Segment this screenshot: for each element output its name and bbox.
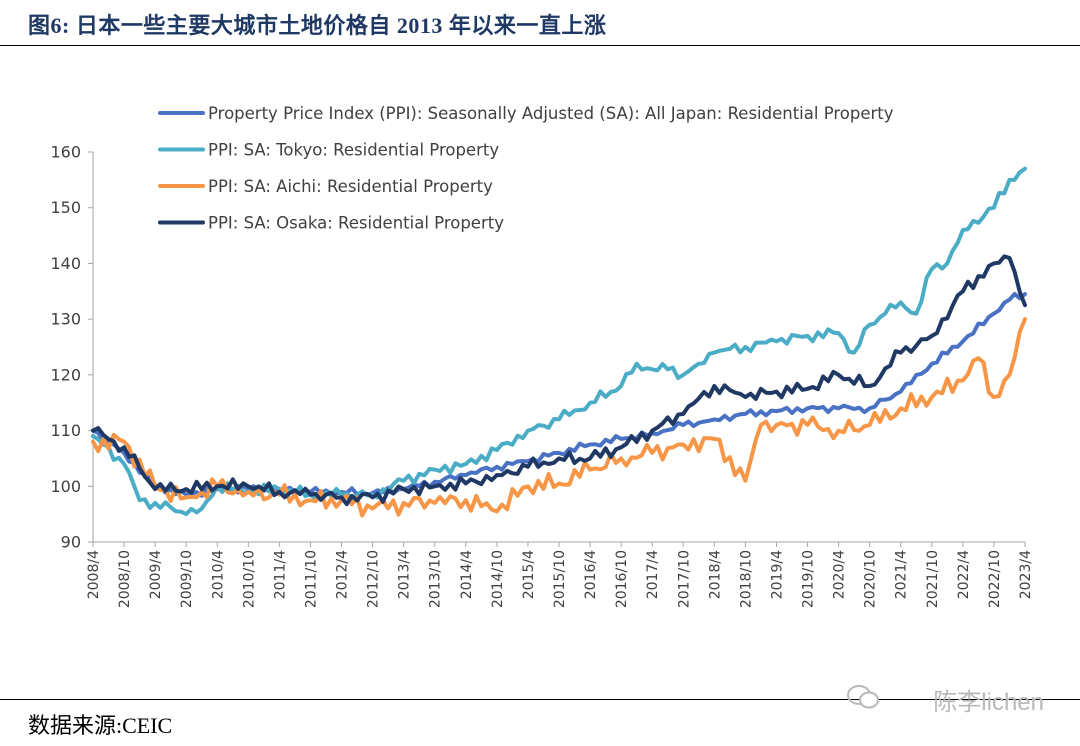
x-tick-label: 2014/10	[490, 550, 506, 608]
x-tick-label: 2017/10	[676, 550, 692, 608]
y-tick-label: 100	[50, 477, 81, 496]
y-tick-label: 90	[61, 533, 81, 552]
series-line-2	[91, 317, 1027, 518]
x-tick-label: 2016/10	[614, 550, 630, 608]
series-line-0	[91, 292, 1027, 498]
figure-title: 图6: 日本一些主要大城市土地价格自 2013 年以来一直上涨	[28, 13, 607, 38]
y-tick-label: 110	[50, 421, 81, 440]
bottom-rule	[0, 699, 1080, 700]
x-tick-label: 2019/4	[769, 550, 785, 599]
x-tick-label: 2018/10	[738, 550, 754, 608]
x-tick-label: 2020/4	[832, 550, 848, 599]
x-tick-label: 2018/4	[707, 550, 723, 599]
wechat-icon	[847, 685, 879, 709]
x-tick-label: 2023/4	[1018, 550, 1034, 599]
x-tick-label: 2016/4	[583, 550, 599, 599]
legend-label-3: PPI: SA: Osaka: Residential Property	[208, 214, 504, 233]
y-tick-label: 130	[50, 310, 81, 329]
x-tick-label: 2021/10	[925, 550, 941, 608]
x-tick-label: 2011/4	[272, 550, 288, 599]
x-tick-label: 2022/4	[956, 550, 972, 599]
x-tick-label: 2017/4	[645, 550, 661, 599]
legend-label-0: Property Price Index (PPI): Seasonally A…	[208, 104, 894, 123]
watermark: 陈李lichen	[933, 689, 1044, 716]
source-note: 数据来源:CEIC	[28, 713, 173, 738]
x-tick-label: 2022/10	[987, 550, 1003, 608]
legend-label-2: PPI: SA: Aichi: Residential Property	[208, 177, 493, 196]
x-tick-label: 2009/10	[179, 550, 195, 608]
x-tick-label: 2012/4	[335, 550, 351, 599]
x-tick-label: 2009/4	[148, 550, 164, 599]
x-tick-label: 2008/10	[117, 550, 133, 608]
x-tick-label: 2021/4	[894, 550, 910, 599]
line-chart: 90 100 110 120 130 140 150 160 2008/4 2008/10 2009…	[50, 104, 1034, 608]
x-tick-label: 2011/10	[303, 550, 319, 608]
x-tick-label: 2015/4	[521, 550, 537, 599]
x-tick-label: 2015/10	[552, 550, 568, 608]
x-tick-label: 2010/10	[241, 550, 257, 608]
y-tick-label: 140	[50, 254, 81, 273]
x-tick-label: 2019/10	[801, 550, 817, 608]
y-tick-label: 120	[50, 365, 81, 384]
series-line-3	[91, 254, 1027, 507]
top-rule	[0, 45, 1080, 46]
x-tick-label: 2010/4	[210, 550, 226, 599]
x-tick-label: 2012/10	[366, 550, 382, 608]
x-tick-label: 2014/4	[459, 550, 475, 599]
y-tick-label: 150	[50, 198, 81, 217]
x-tick-label: 2008/4	[86, 550, 102, 599]
x-tick-label: 2020/10	[863, 550, 879, 608]
y-tick-label: 160	[50, 143, 81, 162]
x-tick-label: 2013/4	[397, 550, 413, 599]
x-tick-label: 2013/10	[428, 550, 444, 608]
legend-label-1: PPI: SA: Tokyo: Residential Property	[208, 141, 499, 160]
